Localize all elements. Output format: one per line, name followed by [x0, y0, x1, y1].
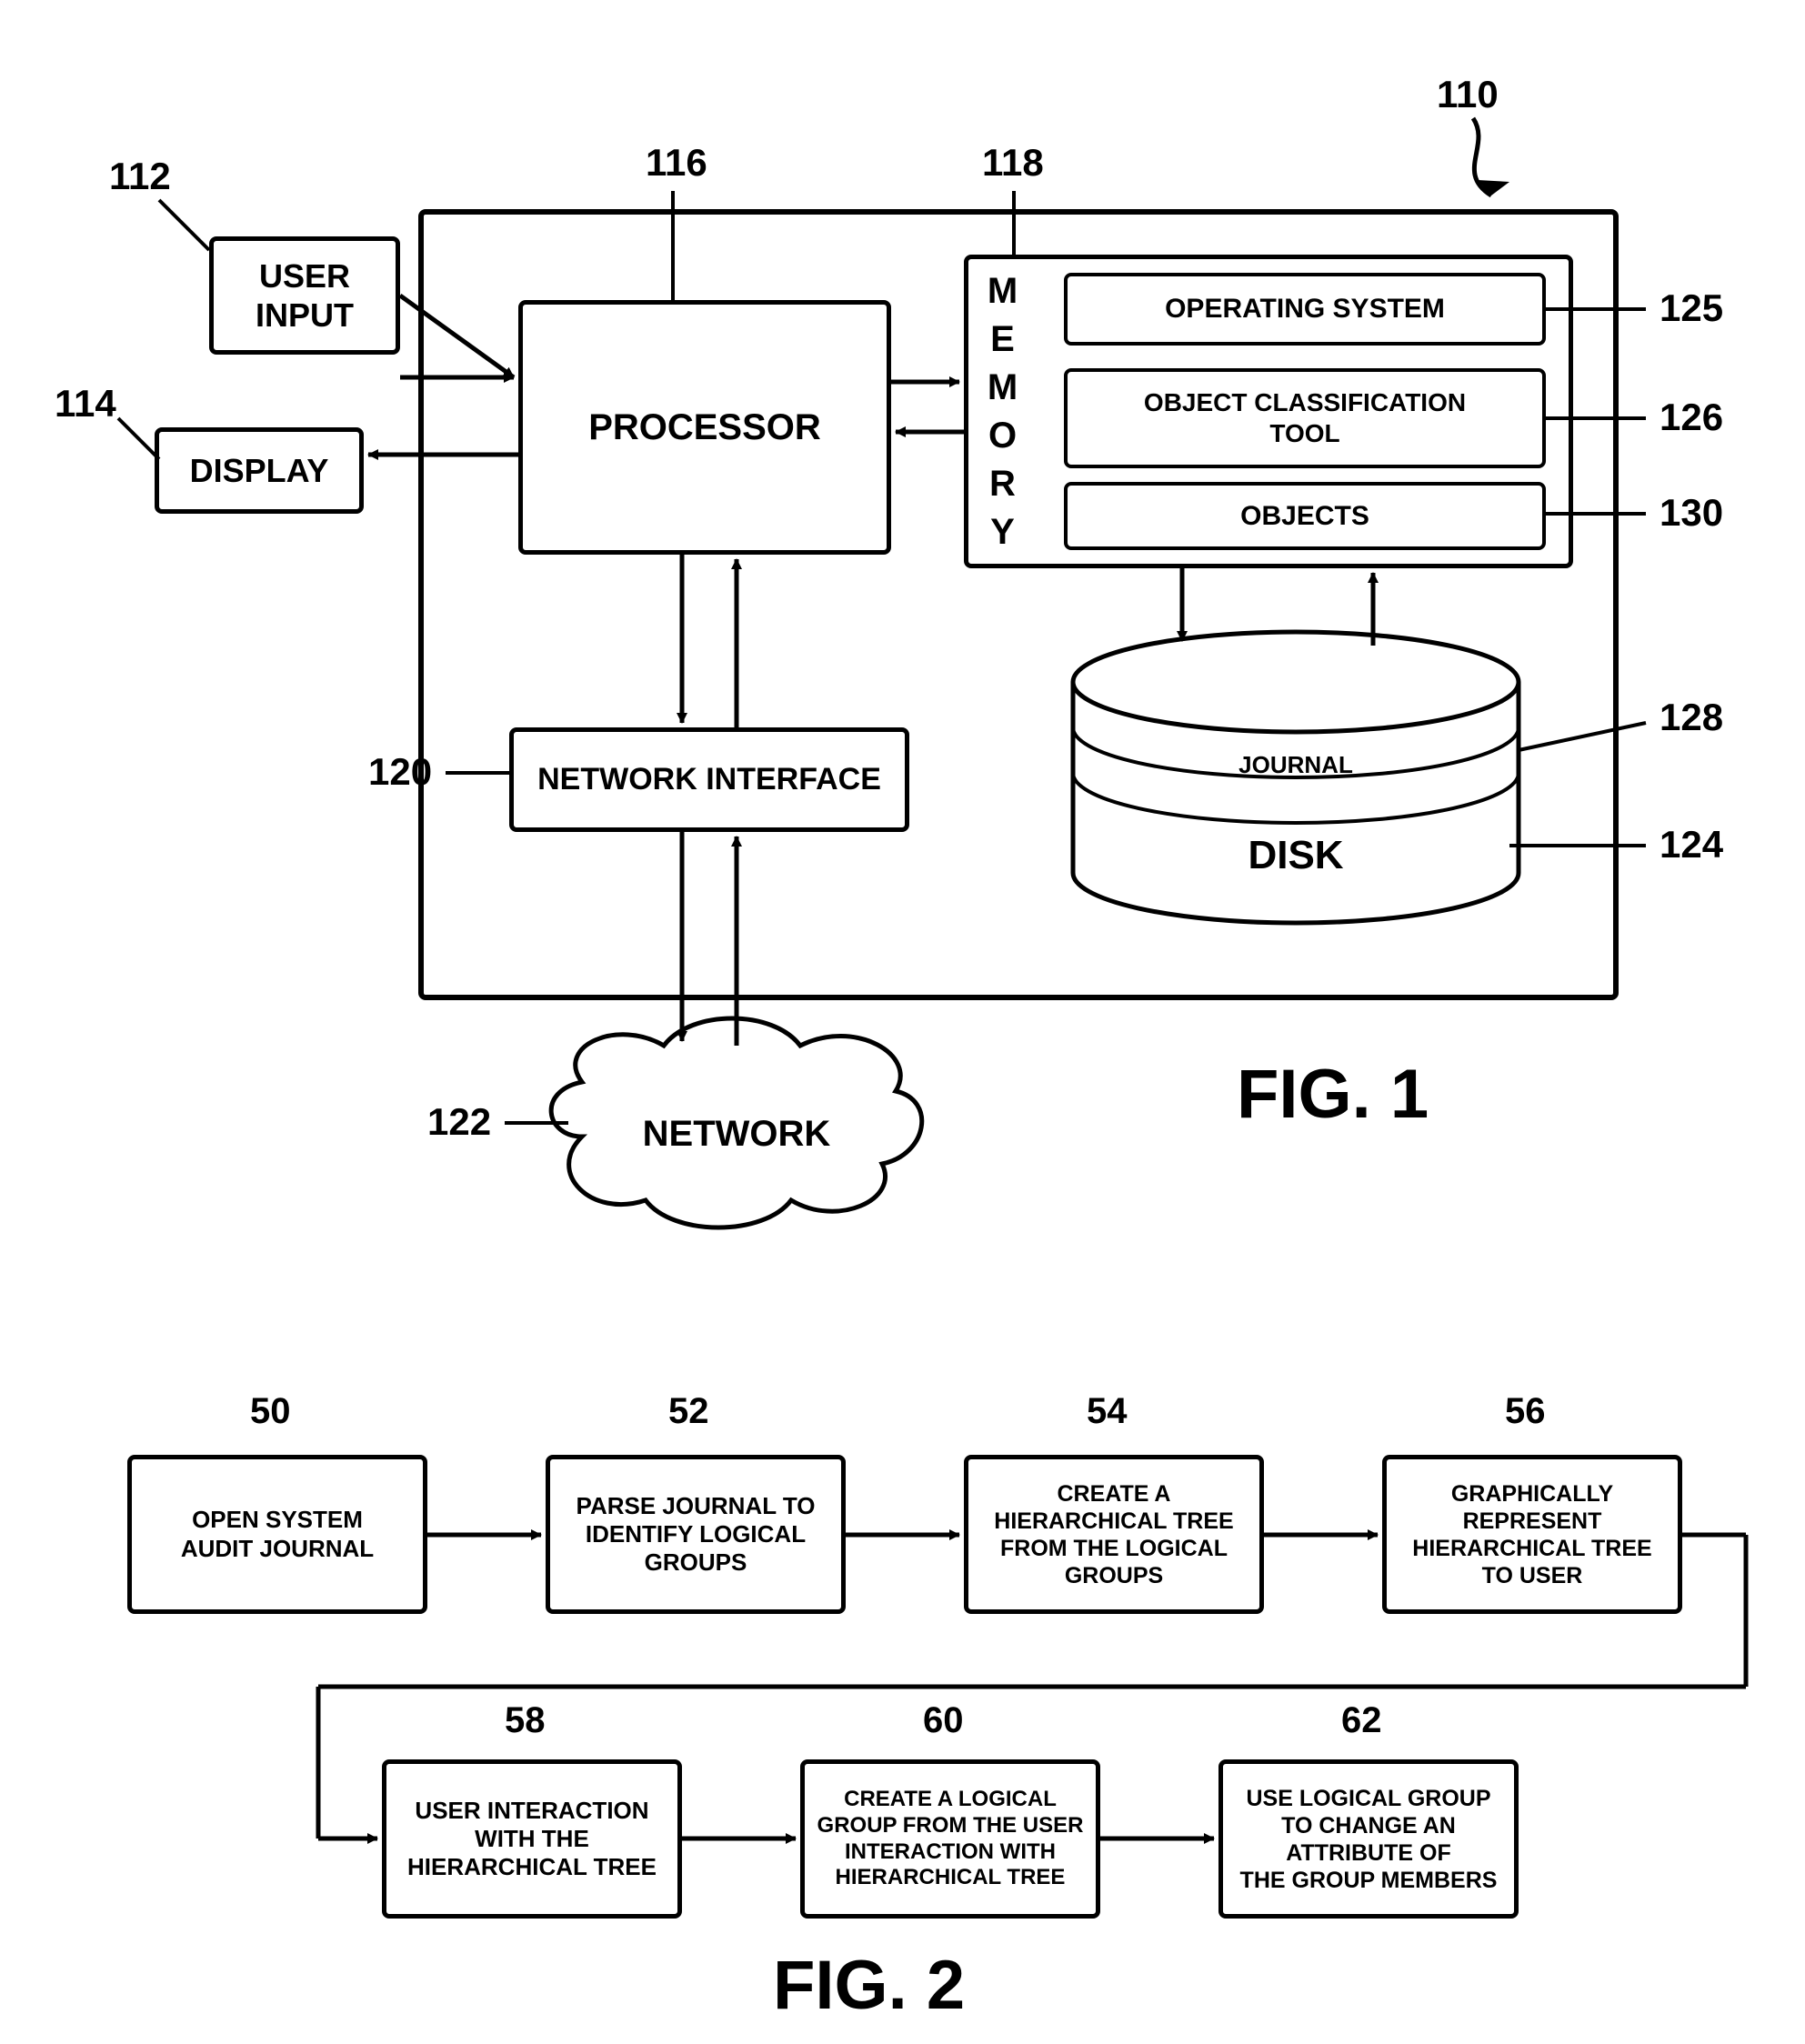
ref-122: 122: [427, 1100, 491, 1144]
flow-box-62: USE LOGICAL GROUP TO CHANGE AN ATTRIBUTE…: [1218, 1759, 1519, 1919]
ref-126: 126: [1660, 396, 1723, 439]
flow-box-54: CREATE A HIERARCHICAL TREE FROM THE LOGI…: [964, 1455, 1264, 1614]
flow-box-52: PARSE JOURNAL TO IDENTIFY LOGICAL GROUPS: [546, 1455, 846, 1614]
ref-118: 118: [982, 141, 1044, 185]
ref-116: 116: [646, 141, 707, 185]
memory-letter: M: [988, 273, 1018, 309]
ref-112: 112: [109, 155, 171, 198]
memory-letter: O: [988, 417, 1017, 454]
memory-letter: M: [988, 369, 1018, 406]
ref-125: 125: [1660, 286, 1723, 330]
ref-114: 114: [55, 382, 116, 426]
diagram-canvas: USER INPUT DISPLAY PROCESSOR NETWORK INT…: [0, 0, 1805, 2044]
network-cloud: NETWORK: [551, 1018, 922, 1227]
ref-52: 52: [668, 1391, 709, 1432]
object-classification-tool-box: OBJECT CLASSIFICATION TOOL: [1064, 368, 1546, 468]
memory-letter: R: [989, 466, 1016, 502]
ref-56: 56: [1505, 1391, 1546, 1432]
ref-124: 124: [1660, 823, 1723, 867]
ref-120: 120: [368, 750, 432, 794]
ref-50: 50: [250, 1391, 291, 1432]
ref-58: 58: [505, 1700, 546, 1741]
memory-vertical-label: M E M O R Y: [978, 273, 1028, 550]
operating-system-box: OPERATING SYSTEM: [1064, 273, 1546, 346]
ref-128: 128: [1660, 696, 1723, 739]
ref-54: 54: [1087, 1391, 1128, 1432]
network-interface-box: NETWORK INTERFACE: [509, 727, 909, 832]
fig1-title: FIG. 1: [1237, 1055, 1429, 1134]
flow-box-60: CREATE A LOGICAL GROUP FROM THE USER INT…: [800, 1759, 1100, 1919]
flow-box-50: OPEN SYSTEM AUDIT JOURNAL: [127, 1455, 427, 1614]
ref-62: 62: [1341, 1700, 1382, 1741]
flow-box-58: USER INTERACTION WITH THE HIERARCHICAL T…: [382, 1759, 682, 1919]
display-box: DISPLAY: [155, 427, 364, 514]
objects-box: OBJECTS: [1064, 482, 1546, 550]
fig2-title: FIG. 2: [773, 1946, 965, 2025]
ref-130: 130: [1660, 491, 1723, 535]
memory-letter: E: [990, 321, 1015, 357]
ref-60: 60: [923, 1700, 964, 1741]
ref-110: 110: [1437, 73, 1499, 116]
network-text: NETWORK: [643, 1114, 831, 1154]
processor-box: PROCESSOR: [518, 300, 891, 555]
memory-letter: Y: [990, 514, 1015, 550]
user-input-box: USER INPUT: [209, 236, 400, 355]
flow-box-56: GRAPHICALLY REPRESENT HIERARCHICAL TREE …: [1382, 1455, 1682, 1614]
